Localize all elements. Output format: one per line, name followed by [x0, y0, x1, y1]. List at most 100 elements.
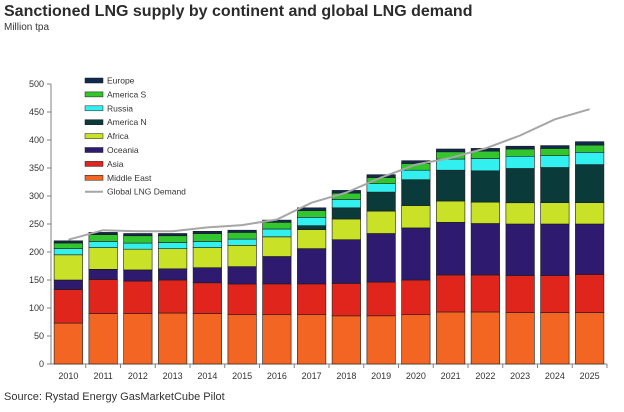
bar-segment [88, 279, 118, 314]
bar-segment [436, 200, 466, 223]
bar-segment [88, 241, 118, 248]
bar-segment [575, 274, 605, 313]
source-note: Source: Rystad Energy GasMarketCube Pilo… [4, 391, 225, 403]
bar-segment [540, 223, 570, 276]
bar-segment [192, 267, 222, 284]
bar-segment [401, 227, 431, 281]
legend-label: Africa [107, 131, 129, 141]
legend-label: Global LNG Demand [107, 187, 186, 197]
bar-segment [192, 282, 222, 314]
bar-segment [262, 228, 292, 238]
bar-segment [575, 164, 605, 204]
bar-segment [227, 283, 257, 315]
bar-segment [192, 247, 222, 269]
legend-swatch [84, 119, 104, 125]
bar-segment [331, 199, 361, 209]
bar-segment [123, 235, 153, 244]
bar-segment [297, 248, 327, 285]
bar-segment [227, 232, 257, 240]
bar-segment [262, 283, 292, 315]
bar-segment [192, 231, 222, 234]
x-tick-label: 2024 [545, 371, 565, 381]
bar-segment [192, 241, 222, 248]
legend-label: America N [107, 117, 147, 127]
demand-line [68, 108, 590, 241]
legend-label: Russia [107, 103, 133, 113]
bar-segment [401, 279, 431, 316]
bar-segment [505, 312, 535, 365]
bar-segment [401, 205, 431, 229]
chart-title: Sanctioned LNG supply by continent and g… [4, 3, 473, 20]
bar-segment [401, 169, 431, 180]
x-tick-label: 2018 [336, 371, 356, 381]
bar-segment [470, 170, 500, 203]
bar-segment [436, 222, 466, 276]
bar-segment [401, 314, 431, 365]
x-tick-label: 2025 [580, 371, 600, 381]
bar-segment [192, 233, 222, 242]
bar-segment [540, 275, 570, 313]
bar-segment [53, 289, 83, 324]
bar-segment [401, 179, 431, 206]
x-tick-label: 2015 [232, 371, 252, 381]
legend-label: Oceania [107, 145, 139, 155]
bar-segment [366, 183, 396, 193]
bar-segment [331, 315, 361, 365]
bar-segment [436, 274, 466, 313]
bar-segment [505, 145, 535, 150]
bar-segment [436, 169, 466, 202]
bar-segment [158, 312, 188, 365]
y-tick-label: 500 [29, 79, 44, 89]
bar-segment [575, 223, 605, 275]
bar-segment [192, 313, 222, 365]
y-tick-label: 350 [29, 163, 44, 173]
bar-segment [331, 218, 361, 241]
x-tick-label: 2023 [510, 371, 530, 381]
bar-segment [470, 274, 500, 313]
x-tick-label: 2014 [197, 371, 217, 381]
bar-segment [227, 266, 257, 285]
x-tick-label: 2011 [93, 371, 112, 381]
bar-segment [123, 313, 153, 365]
legend-label: America S [107, 89, 147, 99]
x-tick-label: 2021 [441, 371, 461, 381]
bar-segment [88, 313, 118, 365]
y-tick-label: 100 [29, 303, 44, 313]
bar-segment [470, 158, 500, 172]
y-tick-label: 0 [39, 359, 44, 369]
x-tick-label: 2016 [267, 371, 287, 381]
bar-segment [158, 233, 188, 237]
bar-segment [575, 141, 605, 146]
legend-swatch [84, 105, 104, 112]
bar-segment [88, 234, 118, 242]
bar-segment [53, 279, 83, 290]
bar-segment [123, 269, 153, 282]
bar-segment [575, 152, 605, 165]
bar-segment [53, 254, 83, 281]
legend-label: Europe [107, 76, 135, 86]
x-tick-label: 2019 [371, 371, 391, 381]
bar-segment [505, 155, 535, 169]
bar-segment [262, 314, 292, 365]
legend-swatch [84, 133, 104, 139]
x-tick-label: 2013 [163, 371, 183, 381]
bar-segment [123, 242, 153, 250]
bar-segment [470, 150, 500, 159]
bar-segment [227, 238, 257, 246]
bar-segment [262, 222, 292, 230]
bar-segment [540, 148, 570, 156]
bar-segment [366, 281, 396, 317]
bar-segment [158, 248, 188, 270]
bar-segment [262, 256, 292, 285]
legend-label: Asia [107, 159, 124, 169]
bar-segment [540, 167, 570, 203]
legend-swatch [84, 161, 104, 167]
bar-segment [505, 148, 535, 157]
y-tick-label: 400 [29, 135, 44, 145]
bar-segment [540, 155, 570, 168]
y-tick-label: 200 [29, 247, 44, 257]
bar-segment [575, 144, 605, 153]
bar-segment [436, 311, 466, 365]
bar-segment [540, 312, 570, 365]
bar-segment [53, 240, 83, 244]
